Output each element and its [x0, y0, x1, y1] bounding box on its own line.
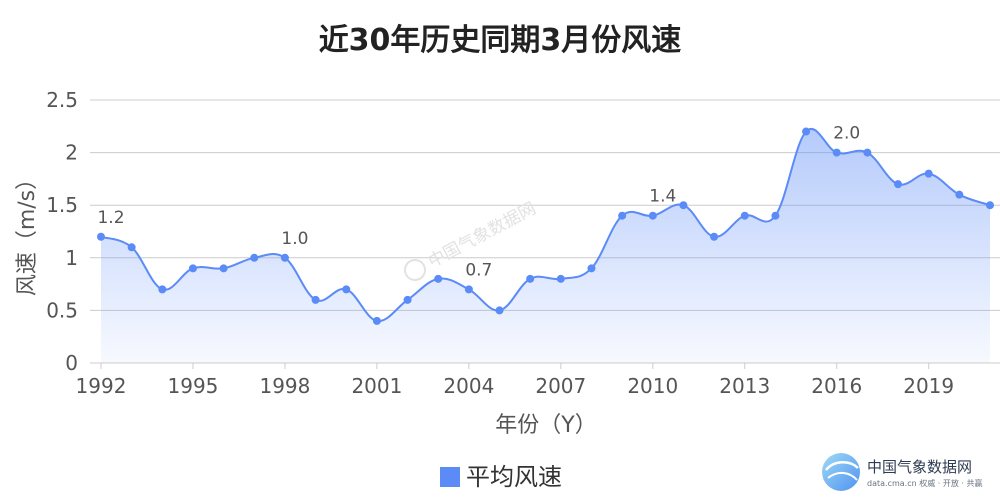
- data-point[interactable]: [495, 306, 504, 315]
- y-tick-label: 1.5: [46, 193, 78, 217]
- x-tick-label: 2004: [443, 374, 494, 398]
- x-axis-ticks: 1992 1995 1998 2001 2004 2007 2010 2013 2016 2019: [76, 363, 954, 398]
- data-point[interactable]: [127, 243, 136, 252]
- data-point[interactable]: [802, 127, 811, 136]
- data-points: [97, 127, 994, 325]
- y-tick-label: 0.5: [46, 298, 78, 322]
- data-point[interactable]: [618, 211, 627, 220]
- globe-logo-icon: [822, 453, 860, 491]
- data-point[interactable]: [250, 253, 259, 262]
- data-point[interactable]: [434, 274, 443, 283]
- data-point[interactable]: [280, 253, 289, 262]
- data-point[interactable]: [986, 201, 994, 210]
- x-tick-label: 2010: [627, 374, 678, 398]
- data-point[interactable]: [587, 264, 596, 273]
- x-tick-label: 1995: [168, 374, 219, 398]
- data-point[interactable]: [158, 285, 167, 294]
- data-point[interactable]: [894, 180, 903, 189]
- brand-url: data.cma.cn 权威 · 开放 · 共赢: [867, 478, 982, 488]
- data-point[interactable]: [679, 201, 688, 210]
- data-point[interactable]: [955, 190, 964, 199]
- data-point[interactable]: [219, 264, 228, 273]
- x-tick-label: 1998: [259, 374, 310, 398]
- data-labels: 1.2 1.0 0.7 1.4 2.0: [97, 124, 860, 281]
- data-point[interactable]: [740, 211, 749, 220]
- data-label: 1.0: [281, 229, 308, 249]
- y-axis-ticks: 0 0.5 1 1.5 2 2.5: [46, 88, 78, 375]
- legend-swatch: [440, 467, 460, 487]
- y-tick-label: 2.5: [46, 88, 78, 112]
- data-label: 2.0: [833, 124, 860, 144]
- brand-watermark: 中国气象数据网 data.cma.cn 权威 · 开放 · 共赢: [822, 453, 982, 491]
- data-point[interactable]: [648, 211, 657, 220]
- brand-name: 中国气象数据网: [867, 458, 972, 476]
- x-axis-title: 年份（Y）: [495, 413, 596, 438]
- data-label: 1.2: [97, 208, 124, 228]
- data-point[interactable]: [863, 148, 872, 157]
- x-tick-label: 2007: [535, 374, 586, 398]
- legend-label: 平均风速: [466, 463, 562, 491]
- data-point[interactable]: [771, 211, 780, 220]
- x-tick-label: 1992: [76, 374, 127, 398]
- data-point[interactable]: [526, 274, 535, 283]
- data-point[interactable]: [464, 285, 473, 294]
- data-point[interactable]: [924, 169, 933, 178]
- data-label: 1.4: [649, 187, 676, 207]
- data-point[interactable]: [311, 295, 320, 304]
- data-point[interactable]: [403, 295, 412, 304]
- data-point[interactable]: [556, 274, 565, 283]
- data-point[interactable]: [710, 232, 719, 241]
- data-point[interactable]: [832, 148, 841, 157]
- y-tick-label: 1: [65, 246, 78, 270]
- chart-title: 近30年历史同期3月份风速: [319, 23, 682, 58]
- data-point[interactable]: [372, 316, 381, 325]
- y-tick-label: 2: [65, 141, 78, 165]
- data-point[interactable]: [188, 264, 197, 273]
- legend[interactable]: 平均风速: [440, 463, 562, 491]
- data-point[interactable]: [97, 232, 105, 241]
- x-tick-label: 2016: [811, 374, 862, 398]
- data-point[interactable]: [342, 285, 351, 294]
- series-area: [101, 128, 990, 363]
- x-tick-label: 2019: [903, 374, 954, 398]
- y-axis-title: 风速（m/s）: [15, 168, 40, 296]
- data-label: 0.7: [465, 260, 492, 280]
- x-tick-label: 2001: [351, 374, 402, 398]
- x-tick-label: 2013: [719, 374, 770, 398]
- y-tick-label: 0: [65, 351, 78, 375]
